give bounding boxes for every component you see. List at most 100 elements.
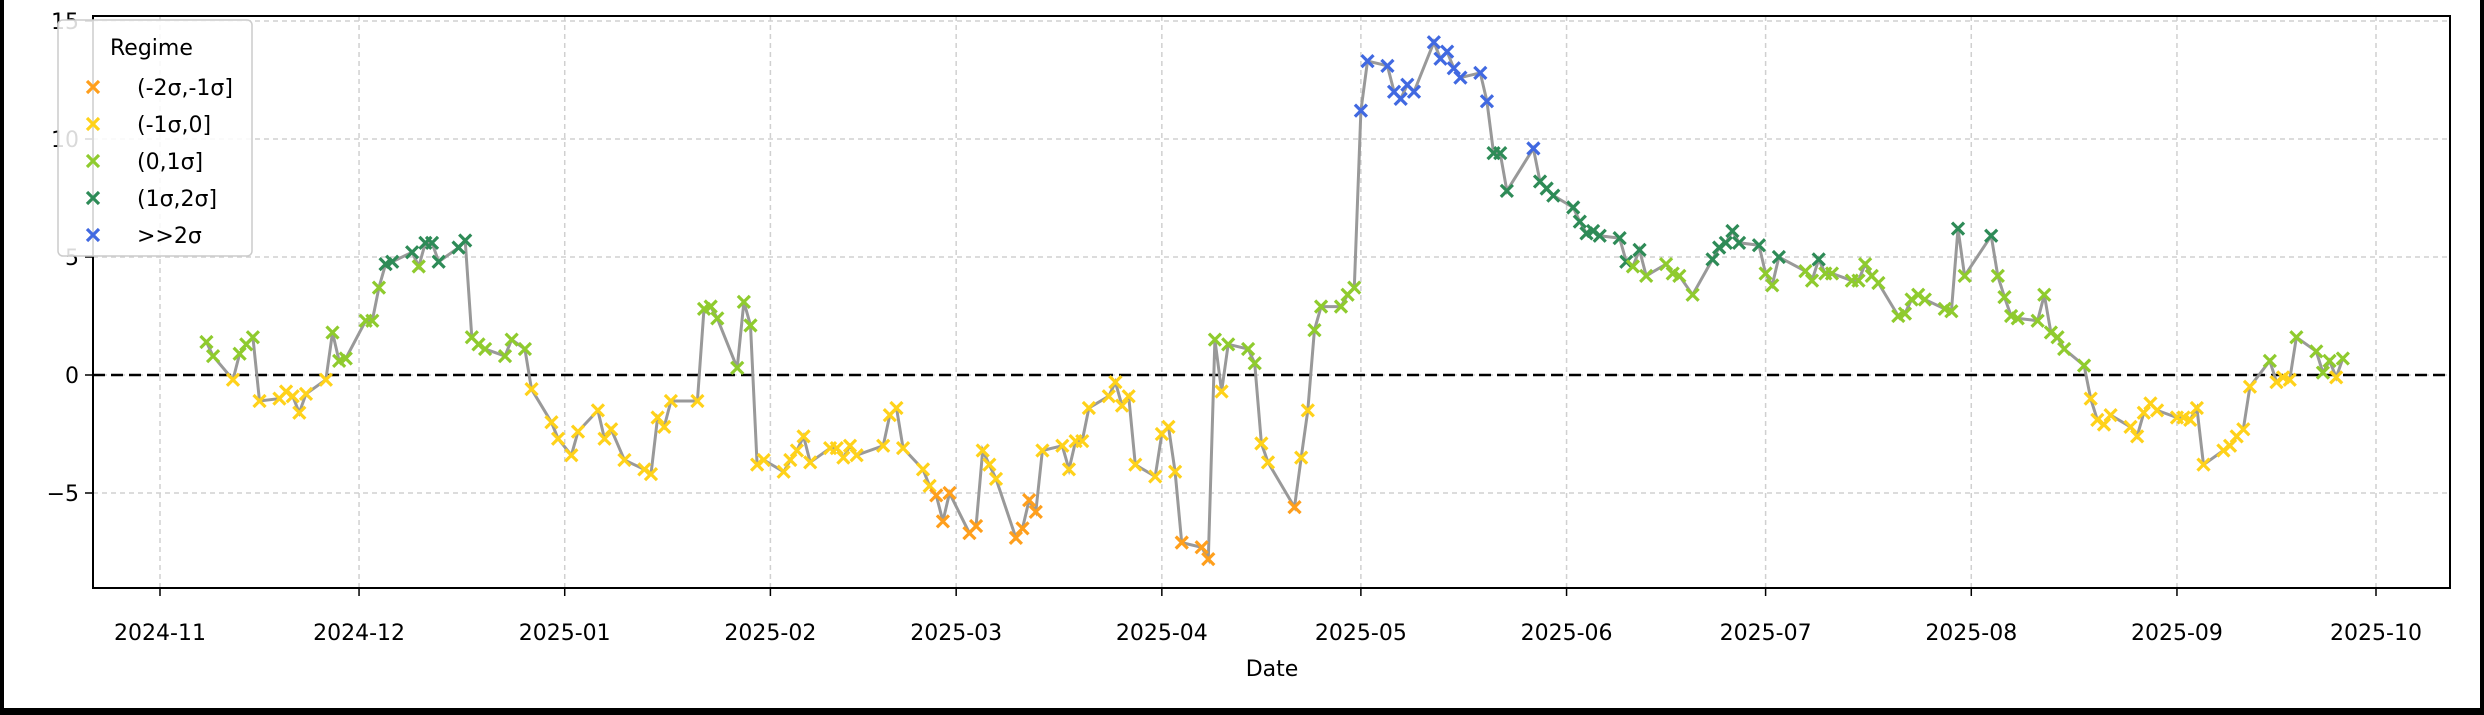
x-marker-icon	[404, 245, 420, 260]
x-marker-icon	[1851, 273, 1866, 288]
data-point-marker	[1612, 230, 1627, 246]
data-point-marker	[1114, 398, 1130, 413]
x-marker-icon	[1260, 455, 1276, 470]
x-marker-icon	[2149, 403, 2165, 418]
x-marker-icon	[1526, 141, 1541, 156]
data-point-marker	[1493, 146, 1508, 161]
data-point-marker	[1121, 389, 1136, 404]
x-marker-icon	[982, 457, 997, 472]
data-point-marker	[1008, 530, 1024, 545]
data-point-marker	[1075, 433, 1090, 449]
x-tick-label: 2025-05	[1315, 621, 1407, 646]
x-marker-icon	[929, 488, 944, 503]
data-point-marker	[1300, 403, 1315, 418]
data-point-marker	[564, 448, 579, 463]
x-marker-icon	[1360, 53, 1375, 69]
data-point-marker	[982, 457, 997, 472]
legend: Regime (-2σ,-1σ] (-1σ,0] (0,1σ] (1σ,2σ] >>2σ	[57, 19, 253, 257]
x-marker-icon	[1446, 61, 1461, 76]
data-point-marker	[2309, 344, 2324, 359]
x-marker-icon	[1254, 436, 1269, 451]
x-marker-icon	[365, 313, 380, 328]
x-marker-icon	[205, 348, 221, 364]
data-point-marker	[849, 448, 864, 463]
x-marker-icon	[597, 431, 612, 446]
x-marker-icon	[1313, 299, 1329, 314]
x-marker-icon	[1426, 35, 1442, 50]
x-marker-icon	[1114, 398, 1130, 413]
data-point-marker	[1771, 249, 1787, 265]
x-marker-icon	[2057, 341, 2072, 357]
x-marker-icon	[1612, 230, 1627, 246]
data-point-marker	[2010, 311, 2025, 326]
data-point-marker	[404, 245, 420, 260]
data-point-marker	[292, 405, 307, 420]
x-marker-icon	[1672, 268, 1687, 284]
x-marker-icon	[1897, 306, 1913, 321]
data-point-marker	[2236, 422, 2251, 437]
data-point-marker	[1347, 280, 1362, 295]
data-point-marker	[1028, 504, 1043, 520]
data-point-marker	[1824, 266, 1840, 281]
x-marker-icon	[975, 443, 990, 458]
x-marker-icon	[1592, 228, 1607, 243]
data-point-marker	[663, 393, 679, 409]
x-marker-icon	[988, 471, 1004, 486]
data-point-marker	[524, 382, 539, 397]
data-point-marker	[371, 280, 387, 295]
x-marker-icon	[2282, 372, 2297, 387]
x-marker-icon	[550, 431, 566, 446]
legend-entry-label: (0,1σ]	[137, 150, 203, 175]
x-marker-icon	[1798, 264, 1813, 279]
data-point-marker	[1725, 223, 1740, 239]
x-marker-icon	[1221, 337, 1236, 352]
x-marker-icon	[2236, 422, 2251, 437]
x-marker-icon	[1984, 228, 1999, 243]
data-point-marker	[789, 443, 805, 458]
x-marker-icon	[1493, 146, 1508, 161]
data-point-marker	[2183, 412, 2198, 427]
x-marker-icon	[643, 466, 659, 482]
x-marker-icon	[1214, 384, 1229, 399]
x-marker-icon	[1765, 278, 1780, 293]
data-point-marker	[756, 452, 771, 468]
data-point-marker	[730, 360, 745, 376]
data-point-marker	[803, 455, 818, 470]
data-point-marker	[1526, 141, 1541, 156]
x-marker-icon	[617, 452, 632, 468]
x-marker-icon	[1731, 235, 1747, 250]
data-point-marker	[929, 488, 944, 503]
x-marker-icon	[1148, 469, 1163, 484]
gridlines	[93, 16, 2450, 588]
x-marker-icon	[1406, 84, 1422, 99]
data-point-marker	[1360, 53, 1375, 69]
x-marker-icon	[756, 452, 771, 468]
legend-marker-icon	[85, 190, 101, 206]
x-marker-icon	[1240, 341, 1256, 357]
x-marker-icon	[477, 341, 493, 357]
x-tick-label: 2024-12	[313, 621, 405, 646]
data-point-marker	[477, 341, 493, 357]
x-marker-icon	[1685, 287, 1700, 302]
data-point-marker	[2189, 400, 2204, 416]
x-marker-icon	[836, 450, 851, 465]
data-point-marker	[876, 438, 891, 453]
x-marker-icon	[942, 485, 957, 501]
data-point-marker	[1798, 264, 1813, 279]
x-marker-icon	[2050, 330, 2065, 345]
data-point-marker	[1685, 287, 1700, 302]
data-point-marker	[1221, 337, 1236, 352]
legend-title: Regime	[110, 36, 193, 61]
x-marker-icon	[504, 332, 519, 347]
x-marker-icon	[2076, 358, 2092, 373]
data-point-marker	[617, 452, 632, 468]
x-marker-icon	[2222, 438, 2238, 453]
x-marker-icon	[849, 448, 864, 463]
x-marker-icon	[1804, 273, 1820, 288]
x-axis-label: Date	[1246, 657, 1299, 682]
x-tick-label: 2025-10	[2330, 621, 2422, 646]
data-point-marker	[199, 334, 214, 350]
x-marker-icon	[1811, 252, 1826, 267]
x-marker-icon	[1990, 268, 2005, 284]
x-marker-icon	[371, 280, 387, 295]
